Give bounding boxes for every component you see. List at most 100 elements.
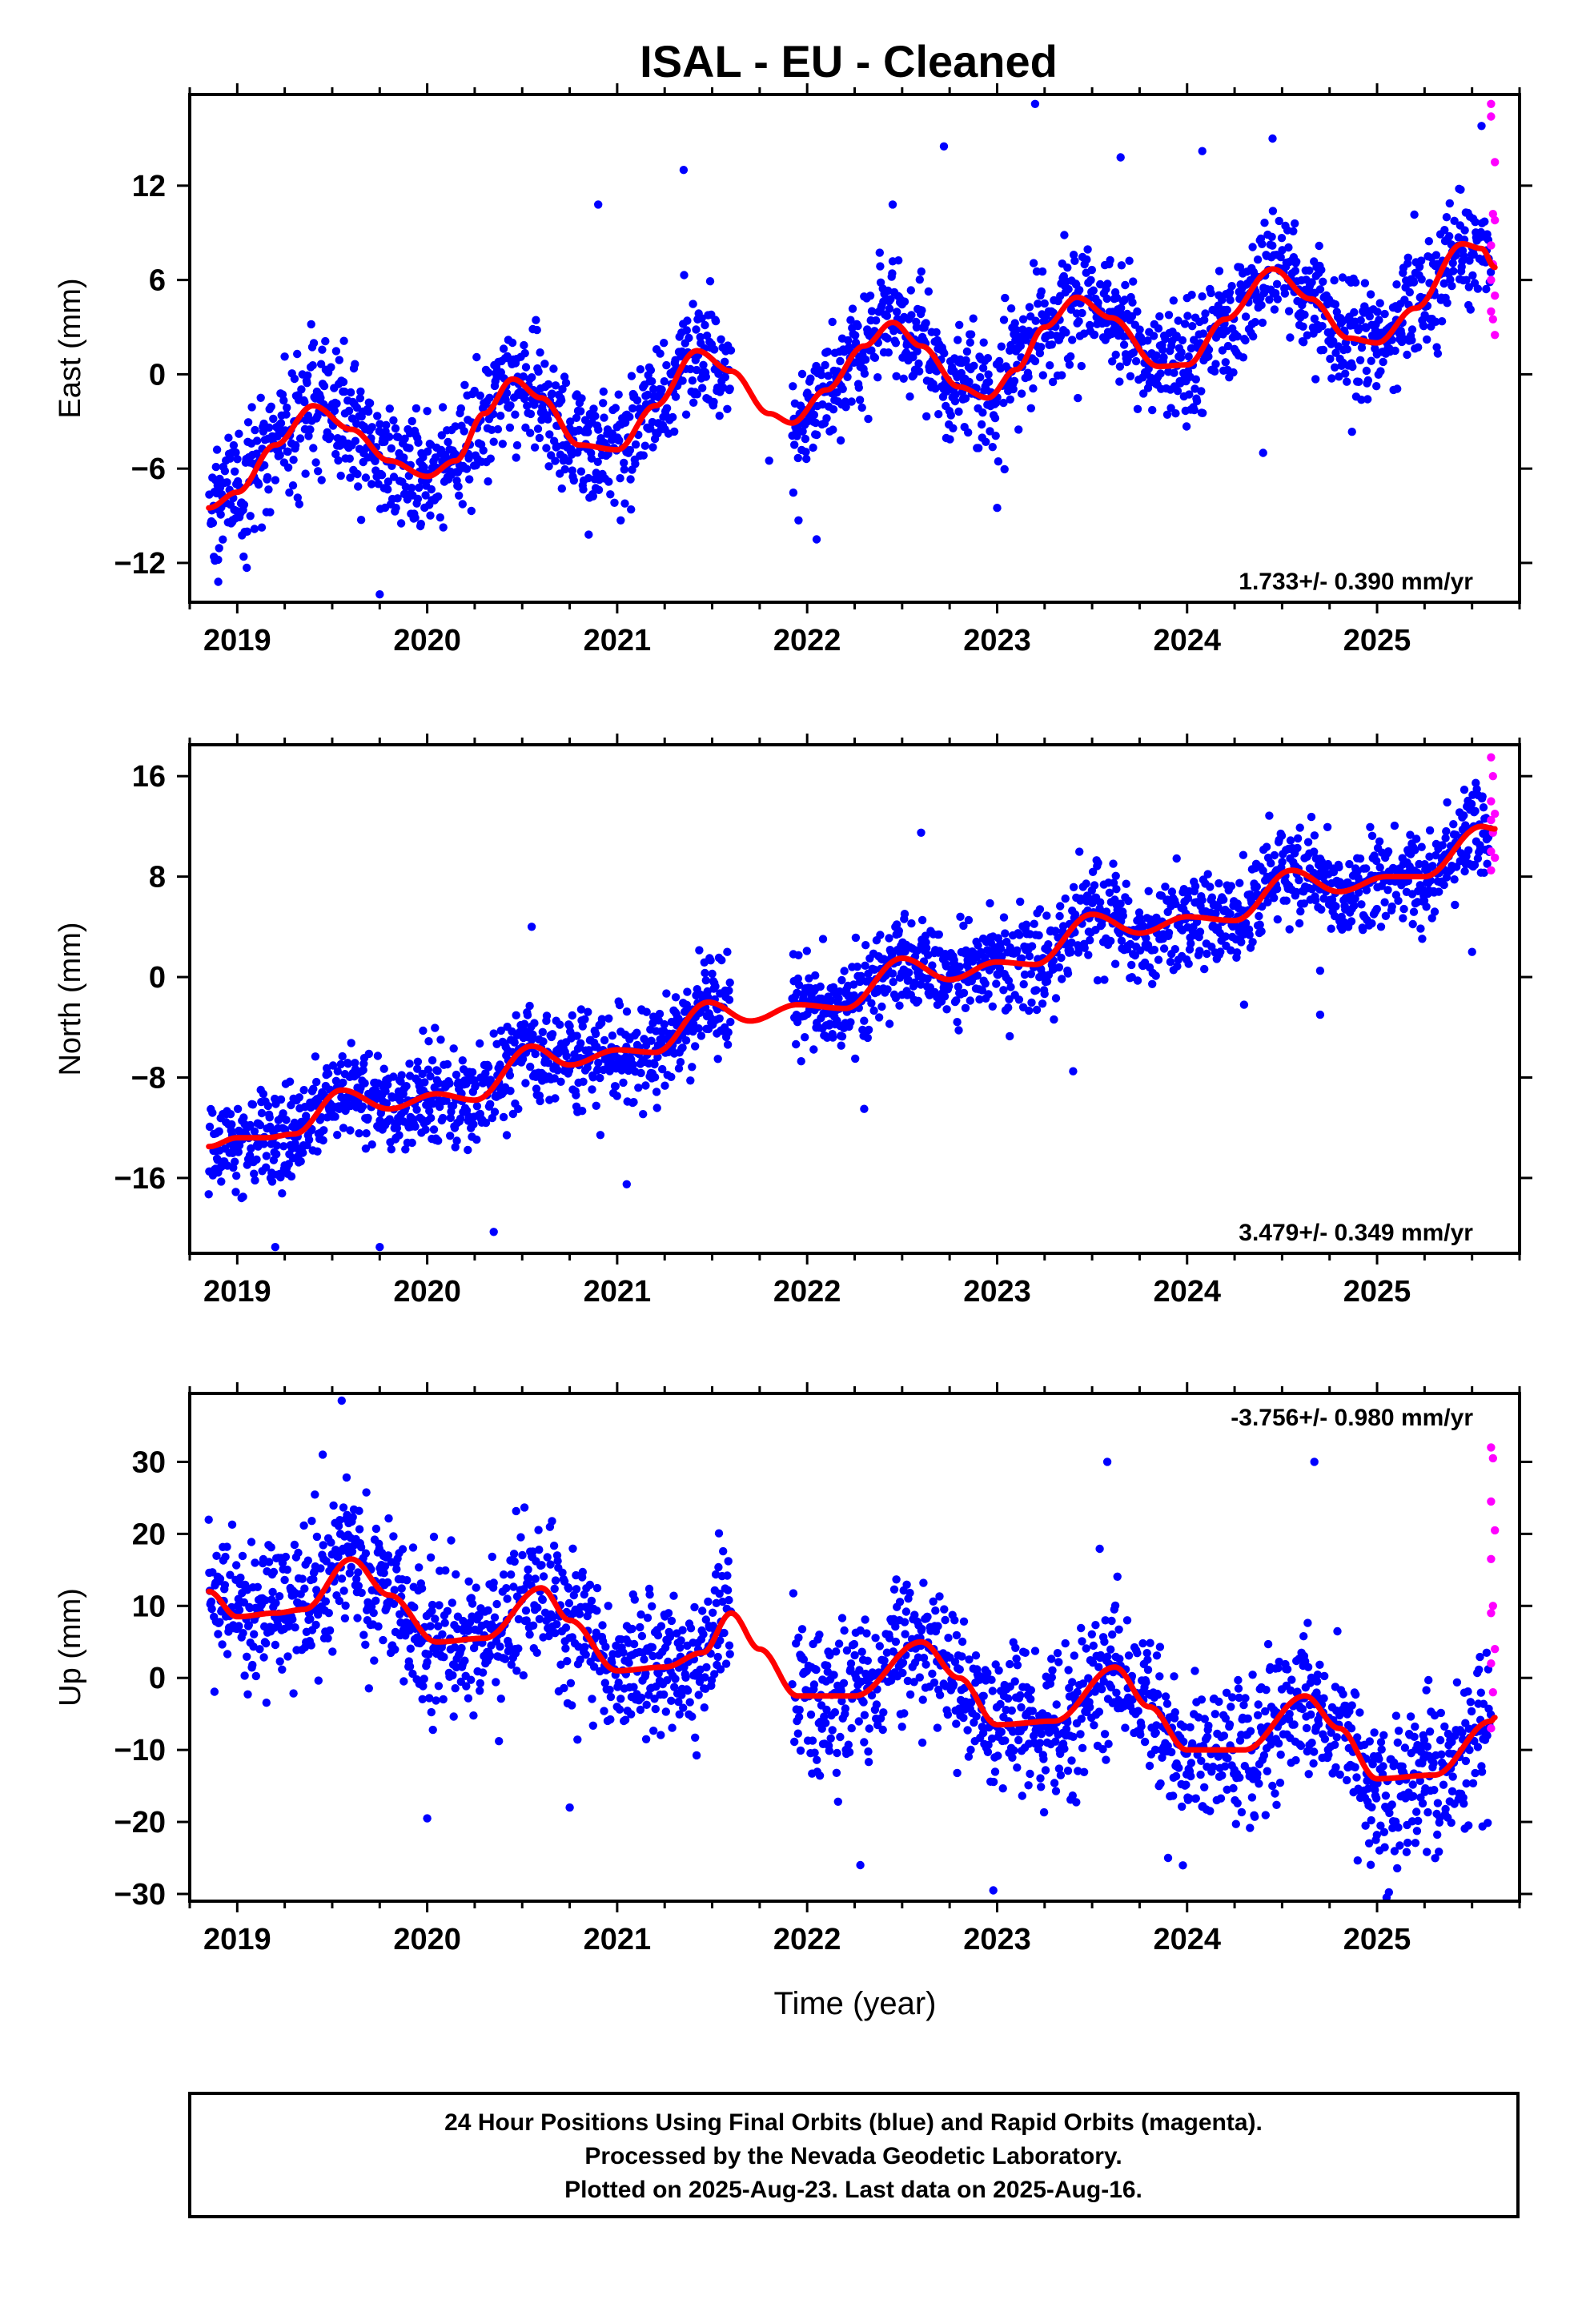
final-orbit-point bbox=[535, 433, 544, 443]
final-orbit-point bbox=[1127, 960, 1136, 970]
final-orbit-point bbox=[1372, 856, 1381, 866]
final-orbit-point bbox=[1278, 246, 1287, 255]
final-orbit-point bbox=[247, 403, 256, 412]
final-orbit-point bbox=[615, 1000, 624, 1010]
final-orbit-point bbox=[836, 356, 845, 366]
final-orbit-point bbox=[1295, 875, 1303, 885]
final-orbit-point bbox=[423, 1658, 432, 1667]
final-orbit-point bbox=[449, 1712, 458, 1721]
final-orbit-point bbox=[636, 1068, 645, 1078]
final-orbit-point bbox=[283, 403, 291, 412]
final-orbit-point bbox=[893, 920, 901, 929]
final-orbit-point bbox=[683, 987, 692, 996]
final-orbit-point bbox=[1372, 382, 1381, 391]
final-orbit-point bbox=[507, 1570, 516, 1579]
final-orbit-point bbox=[1020, 970, 1030, 979]
final-orbit-point bbox=[476, 1679, 484, 1688]
final-orbit-point bbox=[440, 1653, 448, 1662]
final-orbit-point bbox=[913, 996, 923, 1006]
final-orbit-point bbox=[921, 319, 930, 328]
final-orbit-point bbox=[1038, 267, 1047, 276]
final-orbit-point bbox=[1164, 928, 1174, 938]
final-orbit-point bbox=[281, 1552, 291, 1562]
final-orbit-point bbox=[1249, 332, 1258, 341]
final-orbit-point bbox=[724, 1027, 733, 1037]
final-orbit-point bbox=[440, 1618, 449, 1627]
final-orbit-point bbox=[295, 500, 303, 509]
final-orbit-point bbox=[978, 986, 987, 995]
final-orbit-point bbox=[1319, 345, 1328, 355]
final-orbit-point bbox=[375, 1243, 384, 1252]
final-orbit-point bbox=[312, 1077, 321, 1087]
final-orbit-point bbox=[966, 338, 975, 347]
final-orbit-point bbox=[1223, 341, 1233, 351]
final-orbit-point bbox=[243, 1690, 252, 1699]
final-orbit-point bbox=[1118, 911, 1128, 920]
final-orbit-point bbox=[1460, 866, 1469, 876]
final-orbit-point bbox=[451, 422, 460, 431]
final-orbit-point bbox=[498, 440, 507, 448]
final-orbit-point bbox=[986, 899, 994, 908]
final-orbit-point bbox=[1472, 785, 1481, 794]
final-orbit-point bbox=[1357, 900, 1366, 909]
final-orbit-point bbox=[1450, 875, 1459, 884]
final-orbit-point bbox=[443, 1606, 452, 1616]
final-orbit-point bbox=[251, 1671, 260, 1681]
final-orbit-point bbox=[534, 1526, 543, 1534]
final-orbit-point bbox=[297, 385, 306, 394]
y-tick-label: 0 bbox=[149, 961, 166, 995]
final-orbit-point bbox=[1032, 986, 1041, 995]
final-orbit-point bbox=[1372, 904, 1382, 914]
final-orbit-point bbox=[882, 312, 892, 320]
final-orbit-point bbox=[812, 535, 821, 544]
final-orbit-point bbox=[579, 1077, 588, 1087]
final-orbit-point bbox=[528, 1621, 538, 1630]
final-orbit-point bbox=[1268, 241, 1277, 250]
final-orbit-point bbox=[873, 373, 882, 382]
final-orbit-point bbox=[355, 1525, 364, 1534]
final-orbit-point bbox=[233, 455, 242, 464]
final-orbit-point bbox=[1106, 936, 1115, 946]
final-orbit-point bbox=[413, 1064, 422, 1073]
final-orbit-point bbox=[1066, 352, 1075, 361]
final-orbit-point bbox=[1006, 1031, 1014, 1041]
final-orbit-point bbox=[973, 971, 982, 980]
final-orbit-point bbox=[385, 432, 394, 441]
final-orbit-point bbox=[536, 348, 544, 357]
final-orbit-point bbox=[1139, 922, 1148, 931]
final-orbit-point bbox=[231, 1157, 239, 1166]
final-orbit-point bbox=[1347, 428, 1356, 436]
final-orbit-point bbox=[489, 1578, 498, 1587]
final-orbit-point bbox=[336, 471, 345, 480]
final-orbit-point bbox=[628, 404, 637, 413]
final-orbit-point bbox=[521, 1079, 530, 1088]
final-orbit-point bbox=[339, 336, 348, 345]
final-orbit-point bbox=[444, 437, 452, 447]
final-orbit-point bbox=[1260, 219, 1269, 227]
final-orbit-point bbox=[1142, 934, 1150, 943]
final-orbit-point bbox=[438, 403, 448, 412]
final-orbit-point bbox=[1182, 422, 1191, 431]
final-orbit-point bbox=[893, 308, 901, 316]
final-orbit-point bbox=[1275, 216, 1283, 226]
final-orbit-point bbox=[715, 412, 724, 420]
final-orbit-point bbox=[915, 275, 925, 284]
final-orbit-point bbox=[1311, 375, 1320, 384]
final-orbit-point bbox=[1074, 317, 1083, 326]
final-orbit-point bbox=[367, 423, 376, 432]
final-orbit-point bbox=[610, 498, 619, 507]
y-tick-label: −8 bbox=[131, 1061, 166, 1095]
final-orbit-point bbox=[1394, 896, 1403, 906]
final-orbit-point bbox=[632, 396, 642, 405]
final-orbit-point bbox=[975, 995, 984, 1004]
final-orbit-point bbox=[282, 1116, 291, 1124]
final-orbit-point bbox=[309, 339, 319, 348]
final-orbit-point bbox=[1062, 328, 1070, 337]
final-orbit-point bbox=[244, 1621, 253, 1630]
final-orbit-point bbox=[1038, 371, 1048, 380]
final-orbit-point bbox=[876, 931, 885, 939]
final-orbit-point bbox=[490, 1108, 500, 1116]
final-orbit-point bbox=[231, 467, 239, 476]
final-orbit-point bbox=[535, 1614, 544, 1624]
final-orbit-point bbox=[275, 1592, 284, 1601]
